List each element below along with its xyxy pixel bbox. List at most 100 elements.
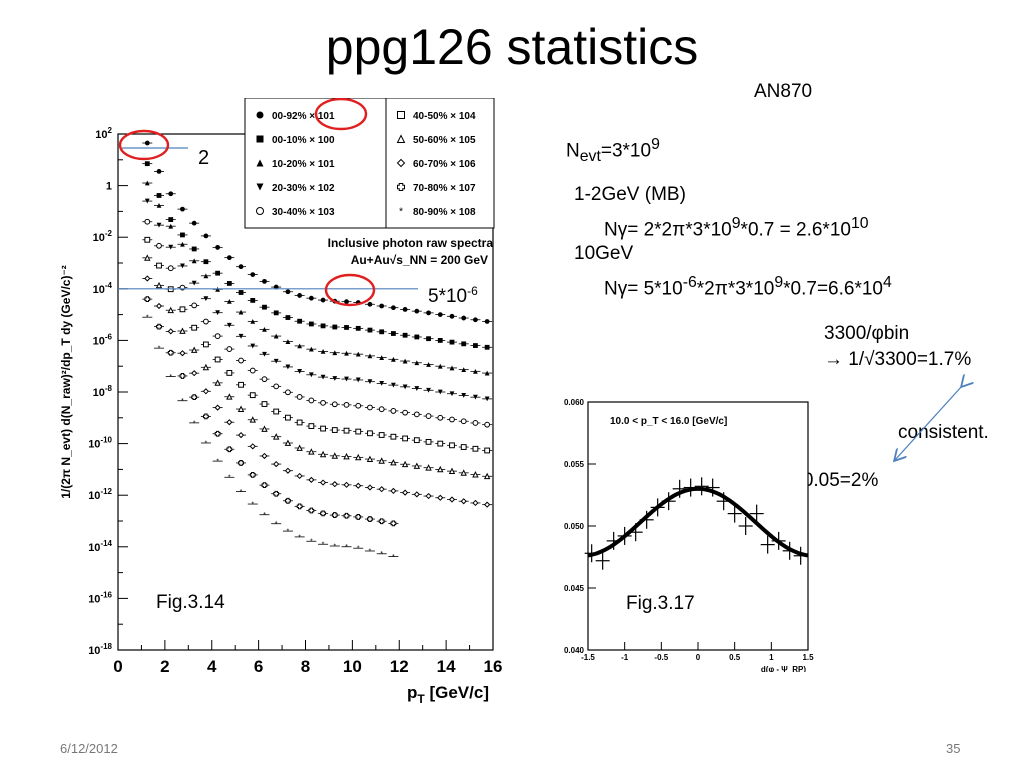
data-point [261, 482, 268, 489]
x-tick-label: 16 [484, 657, 503, 676]
data-point [226, 393, 233, 400]
data-point [472, 471, 479, 478]
data-point [262, 351, 267, 357]
phi-y-tick-label: 0.060 [564, 398, 585, 407]
data-point [402, 332, 408, 338]
data-point: * [240, 487, 243, 496]
data-point [191, 280, 197, 286]
data-point [237, 405, 245, 412]
phi-data-point [584, 544, 599, 563]
data-point [413, 462, 421, 469]
data-point [273, 460, 280, 468]
data-point [448, 467, 456, 475]
data-point [190, 346, 198, 353]
data-point [144, 218, 151, 225]
legend-label: 40-50% × 104 [413, 111, 476, 122]
data-point [226, 419, 233, 426]
data-point [308, 295, 314, 301]
data-point [156, 202, 162, 208]
data-point: * [345, 542, 348, 551]
data-point [155, 302, 163, 310]
data-point [425, 464, 432, 471]
data-point [343, 512, 350, 519]
data-point [367, 379, 373, 385]
legend-label: 30-40% × 103 [272, 207, 335, 218]
data-point [167, 349, 174, 356]
data-point [144, 180, 150, 186]
data-point: * [310, 537, 313, 546]
data-point [344, 350, 349, 356]
data-point [226, 346, 233, 352]
y-tick-label: 10-6 [93, 332, 113, 347]
data-point [273, 310, 279, 316]
data-point [437, 389, 443, 395]
data-point [437, 312, 443, 317]
legend-label: 00-92% × 101 [272, 111, 335, 122]
data-point [285, 289, 291, 295]
data-point [426, 336, 431, 342]
phi-data-point [617, 526, 632, 545]
data-point [202, 318, 209, 325]
phi-x-axis-label: d(φ - Ψ_RP) [761, 665, 806, 672]
data-point [180, 241, 185, 247]
data-point [343, 401, 350, 408]
data-point [472, 420, 479, 426]
data-point [331, 512, 338, 518]
x-tick-label: 14 [437, 657, 456, 676]
legend-marker [396, 158, 406, 168]
data-point [449, 391, 455, 397]
data-point [402, 409, 409, 416]
data-point [414, 308, 420, 314]
data-point [473, 343, 478, 348]
data-point [285, 497, 291, 504]
series-1 [142, 161, 493, 350]
series-5 [142, 236, 493, 454]
spectra-chart: 102110-210-410-610-810-1010-1210-1410-16… [59, 98, 503, 706]
y-tick-label: 10-14 [88, 539, 112, 554]
phi-y-tick-label: 0.040 [564, 646, 585, 655]
data-point [379, 303, 385, 309]
series-8 [142, 296, 399, 527]
data-point [214, 333, 221, 339]
data-point [319, 479, 327, 486]
data-point [168, 217, 174, 222]
data-point [414, 334, 420, 340]
data-point [367, 516, 373, 522]
data-point [484, 319, 490, 324]
data-point [355, 402, 362, 409]
data-point [355, 351, 361, 357]
data-point [156, 323, 162, 330]
phi-x-tick-label: 1.5 [802, 653, 814, 662]
calc1-text: Nγ= 2*2π*3*109*0.7 = 2.6*1010 [604, 215, 869, 241]
data-point [343, 452, 350, 460]
data-point: * [333, 541, 336, 550]
data-point [367, 430, 373, 437]
range1-text: 1-2GeV (MB) [574, 184, 686, 205]
x-tick-label: 8 [301, 657, 310, 676]
data-point [378, 457, 385, 464]
x-tick-label: 0 [113, 657, 122, 676]
x-axis-label: pT [GeV/c] [407, 683, 489, 706]
annotation-line1: Inclusive photon raw spectra [328, 236, 494, 250]
data-point [320, 323, 326, 329]
data-point [203, 296, 209, 302]
data-point [483, 472, 491, 480]
phi-data-point [661, 492, 676, 511]
data-point [390, 487, 397, 495]
data-point [296, 419, 303, 426]
data-point [202, 363, 210, 371]
data-point [261, 452, 268, 460]
data-point [378, 406, 385, 413]
data-point [214, 404, 221, 411]
data-point [167, 328, 174, 335]
series-4 [142, 218, 493, 428]
data-point: * [204, 438, 207, 447]
data-point [191, 258, 197, 264]
data-point [179, 373, 186, 379]
data-point [355, 482, 362, 489]
data-point [285, 315, 291, 320]
data-point [320, 510, 326, 517]
data-point [155, 281, 163, 289]
phi-data-point [793, 546, 808, 565]
data-point [238, 264, 244, 270]
